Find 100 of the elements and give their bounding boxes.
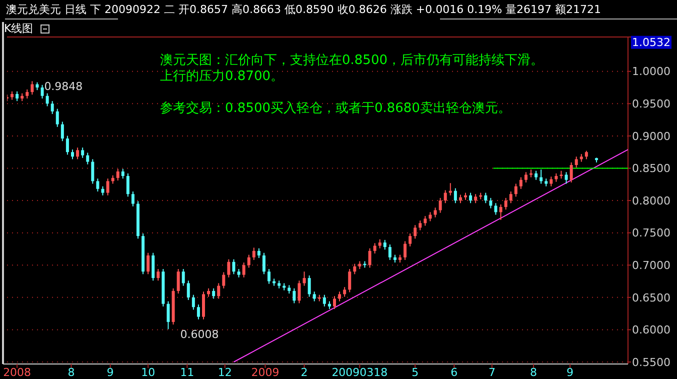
x-tick-label: 6 xyxy=(450,366,458,379)
candlestick xyxy=(131,190,134,207)
candlestick xyxy=(186,280,190,300)
x-tick-label: 9 xyxy=(106,366,114,379)
candlestick xyxy=(56,108,59,128)
candlestick xyxy=(509,190,512,204)
candlestick xyxy=(322,294,326,307)
candlestick xyxy=(242,262,246,278)
candlestick xyxy=(176,268,180,294)
candlestick xyxy=(86,152,90,165)
candlestick xyxy=(106,178,110,196)
candlestick xyxy=(424,216,427,226)
candlestick xyxy=(252,247,256,260)
candlestick xyxy=(166,300,170,330)
candlestick xyxy=(312,291,316,302)
candlestick xyxy=(156,268,160,282)
candlestick xyxy=(564,172,568,184)
candlestick xyxy=(454,188,457,204)
candlestick xyxy=(121,168,124,180)
candlestick xyxy=(126,172,130,198)
x-tick-label: 2 xyxy=(300,366,308,379)
candlestick xyxy=(298,280,301,304)
y-tick-label: 0.7500 xyxy=(632,226,670,240)
candlestick xyxy=(76,147,80,160)
candlestick xyxy=(152,252,155,282)
candlestick xyxy=(232,258,236,275)
candlestick xyxy=(469,192,472,204)
candlestick xyxy=(227,258,230,278)
candlestick xyxy=(373,242,376,254)
candlestick xyxy=(383,239,386,250)
candlestick xyxy=(524,172,528,183)
candlestick xyxy=(368,248,372,268)
candlestick xyxy=(292,288,296,304)
candlestick xyxy=(268,268,271,284)
y-tick-label: 1.0000 xyxy=(632,65,670,78)
candlestick xyxy=(60,121,64,142)
candlestick xyxy=(333,296,336,310)
x-tick-label: 12 xyxy=(218,366,232,379)
candlestick xyxy=(196,304,200,320)
candlestick xyxy=(570,162,573,183)
candlestick xyxy=(257,248,260,259)
y-tick-label: 1.0532 xyxy=(632,36,670,49)
x-tick-label: 5 xyxy=(412,366,419,379)
candlestick xyxy=(494,202,498,216)
candlestick xyxy=(308,274,311,298)
candlestick xyxy=(574,156,578,168)
x-tick-label: 20090318 xyxy=(332,366,388,379)
candlestick xyxy=(66,135,69,156)
candlestick xyxy=(40,84,44,99)
candlestick xyxy=(30,80,34,96)
candlestick xyxy=(353,263,356,275)
candlestick xyxy=(302,271,306,286)
candlestick xyxy=(474,194,478,204)
candlestick xyxy=(212,288,216,300)
candlestick xyxy=(348,268,352,293)
candlestick xyxy=(26,88,29,99)
x-tick-label: 10 xyxy=(141,366,156,379)
candlestick xyxy=(438,197,442,214)
candlestick xyxy=(514,183,518,198)
y-tick-label: 0.6500 xyxy=(632,291,670,304)
y-tick-label: 0.5500 xyxy=(632,356,670,369)
y-tick-label: 0.9000 xyxy=(632,130,670,143)
candlestick xyxy=(217,282,220,300)
candlestick xyxy=(182,268,185,286)
candlestick xyxy=(16,90,19,102)
annotation: 0.6008 xyxy=(180,328,219,342)
candlestick xyxy=(146,252,150,275)
chart-title: 澳元兑美元 日线 下 20090922 二 开0.8657 高0.8663 低0.8590 收0.8626 涨跌 +0.0016 0.19% 量26197 额21721 xyxy=(6,3,602,16)
candlestick xyxy=(534,170,538,180)
x-tick-label: 2009 xyxy=(251,366,280,379)
x-tick-label: 9 xyxy=(566,366,574,379)
y-tick-label: 0.7000 xyxy=(632,258,670,272)
candlestick xyxy=(116,168,120,182)
candlestick xyxy=(408,232,412,247)
candlestick xyxy=(499,204,502,220)
candlestick xyxy=(414,224,417,240)
candlestick xyxy=(71,149,74,160)
x-tick-label: 2008 xyxy=(3,366,32,379)
candlestick xyxy=(550,176,553,187)
candlestick xyxy=(202,291,206,320)
x-tick-label: 7 xyxy=(488,366,496,379)
chart-subtitle: K线图 xyxy=(4,22,34,35)
candlestick xyxy=(81,147,84,158)
candlestick xyxy=(434,207,437,218)
candlestick xyxy=(338,291,342,302)
candlestick xyxy=(519,176,522,190)
y-tick-label: 0.9500 xyxy=(632,98,670,111)
candlestick xyxy=(46,92,49,107)
y-tick-label: 0.8000 xyxy=(632,194,670,208)
annotation: 0.9848 xyxy=(44,80,83,94)
annotation: 参考交易：0.8500买入轻仓，或者于0.8680卖出轻仓澳元。 xyxy=(160,100,511,116)
candlestick xyxy=(91,158,94,184)
x-tick-label: 11 xyxy=(180,366,194,379)
y-tick-label: 0.6000 xyxy=(632,324,670,337)
candlestick xyxy=(192,294,195,310)
x-tick-label: 8 xyxy=(530,366,538,379)
candlestick xyxy=(96,178,100,192)
x-tick-label: 8 xyxy=(68,366,75,379)
candlestick xyxy=(404,240,407,260)
candlestick xyxy=(101,186,104,196)
